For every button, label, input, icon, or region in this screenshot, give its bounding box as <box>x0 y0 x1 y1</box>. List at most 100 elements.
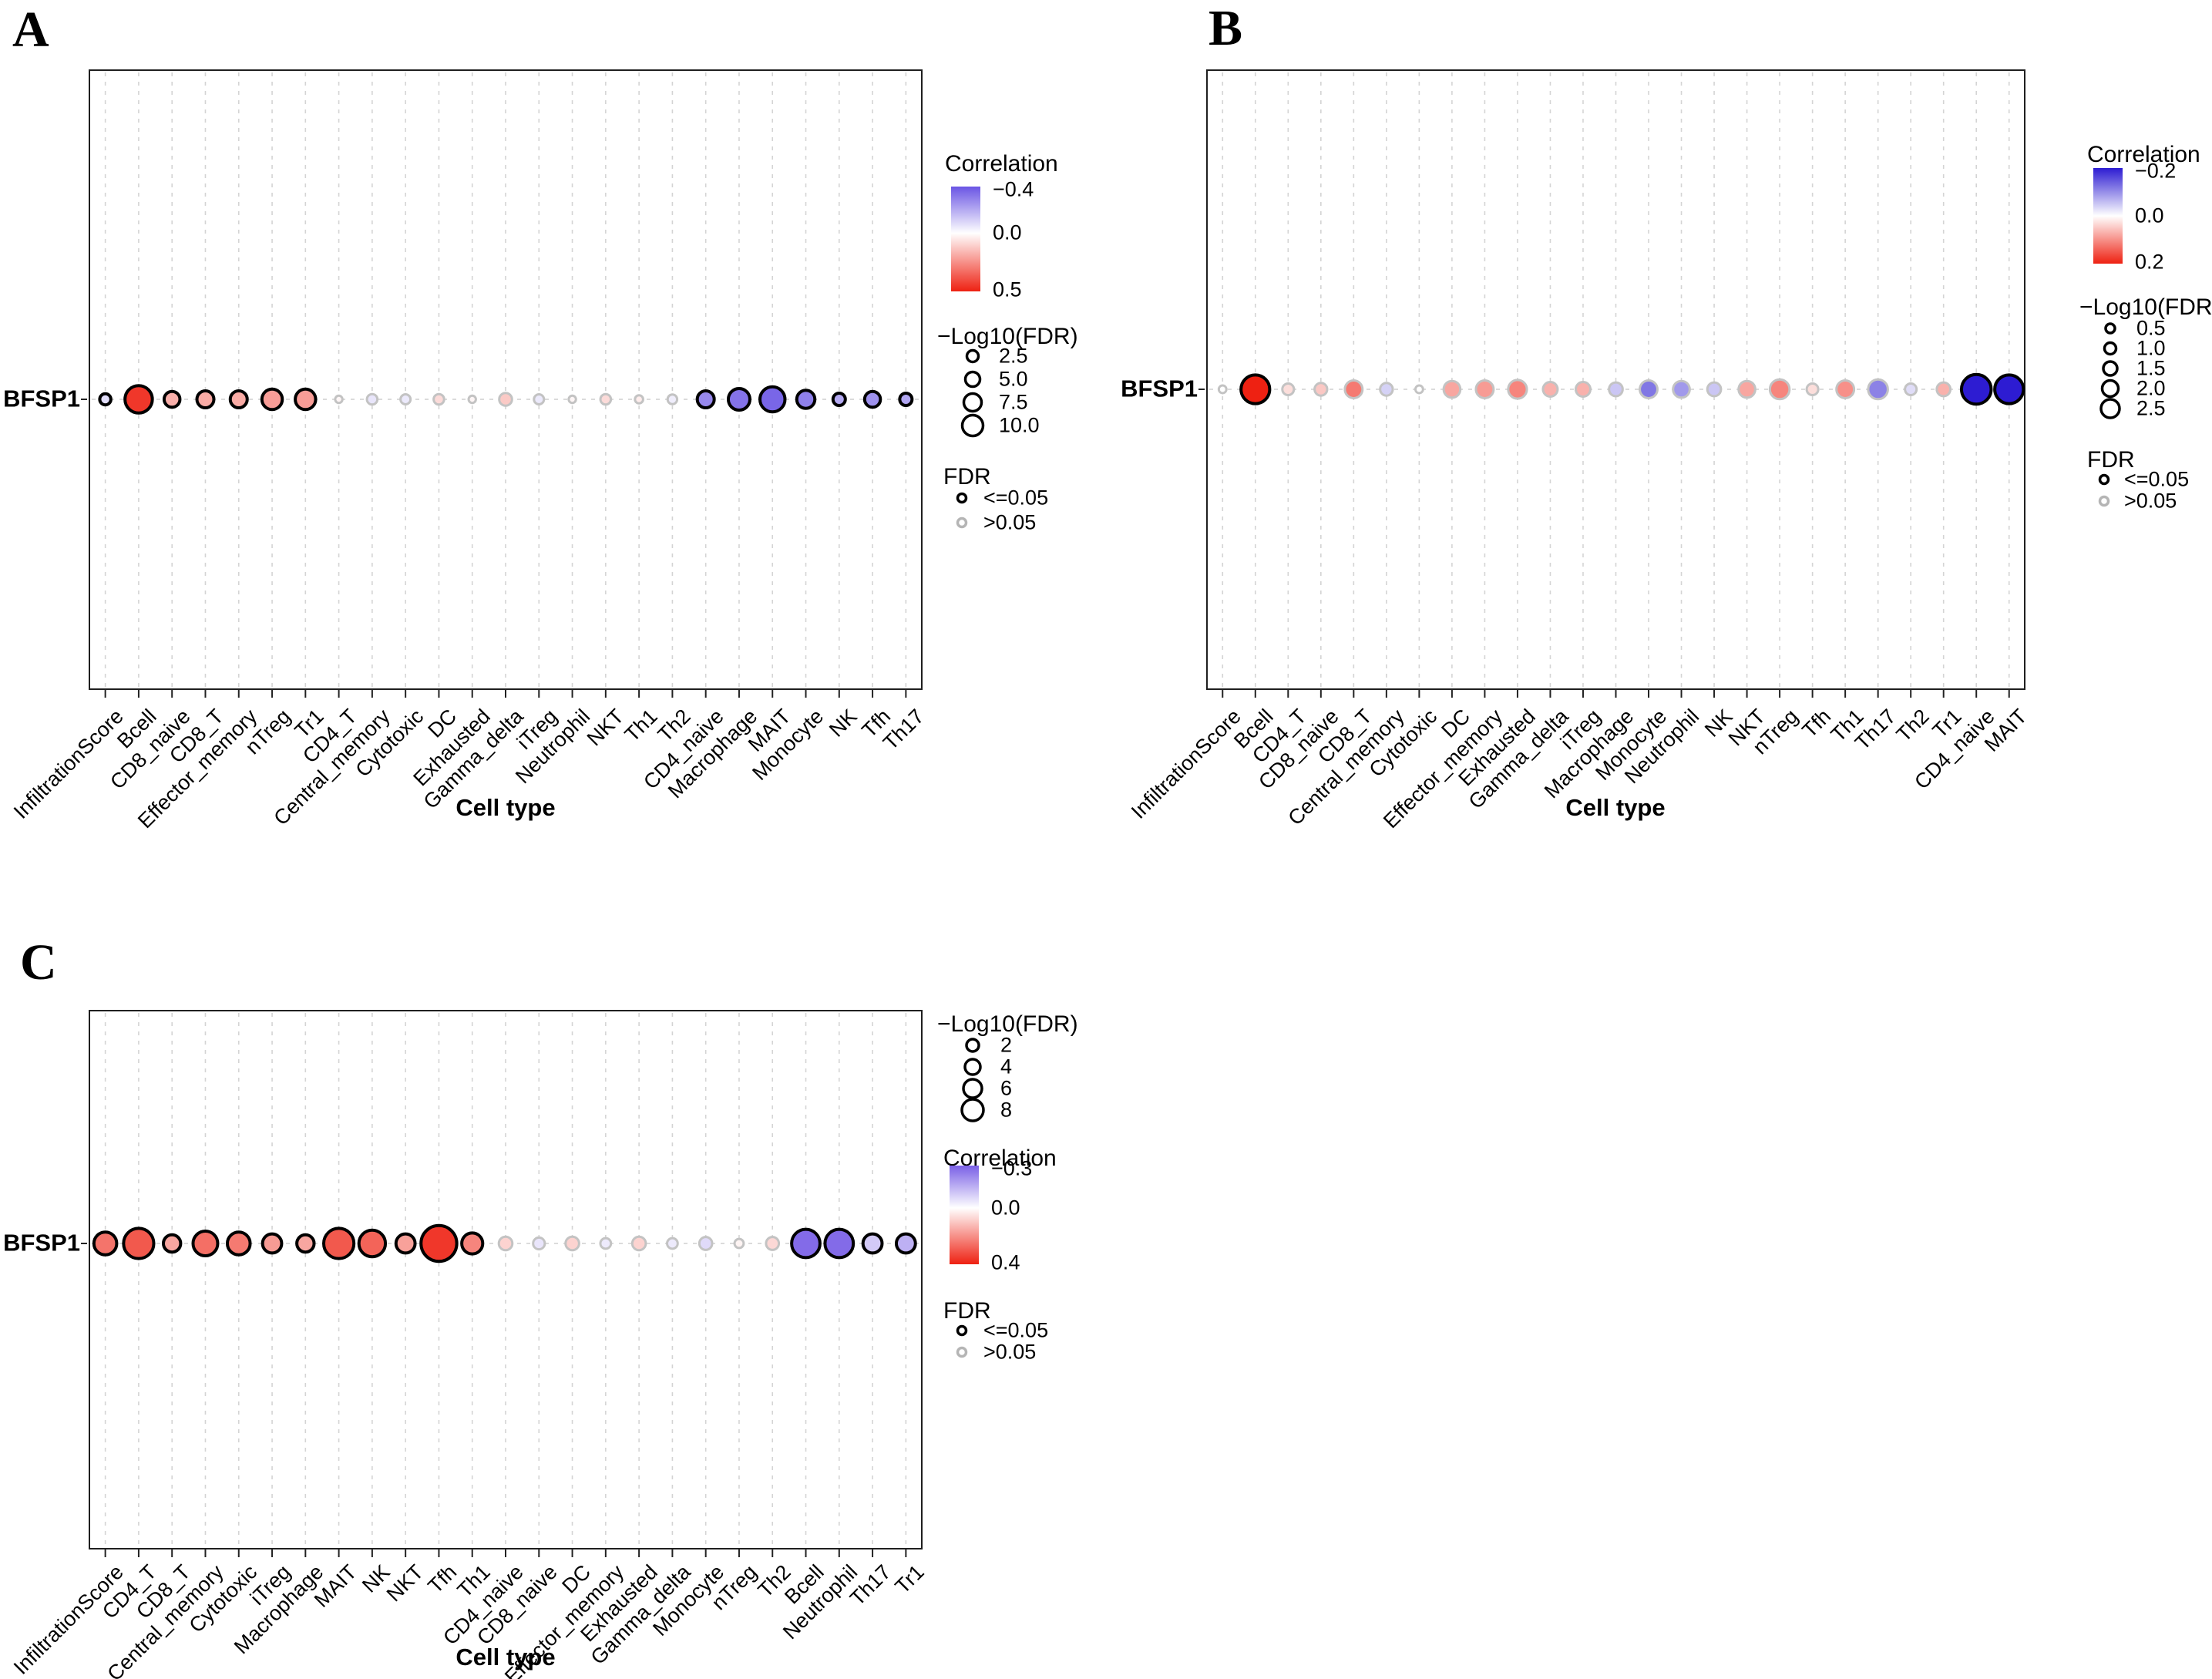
x-axis-label: NK <box>825 705 862 742</box>
size-circle <box>2102 360 2119 377</box>
dot-Th1 <box>634 394 644 405</box>
fdr-legend-value: <=0.05 <box>983 486 1049 510</box>
dot-Th2 <box>1904 382 1918 397</box>
dot-DC <box>432 392 445 406</box>
size-legend-circle <box>960 413 985 438</box>
dot-CD8_naive <box>532 1236 546 1251</box>
dot-nTreg <box>1768 378 1791 401</box>
fdr-nonsignificant-icon <box>956 1346 968 1358</box>
fdr-significant-icon <box>956 492 968 504</box>
dot-Th17 <box>861 1232 884 1255</box>
legend-correlation-title: Correlation <box>2087 142 2200 167</box>
dot-Neutrophil <box>1672 379 1691 399</box>
dot-NK <box>1706 381 1723 398</box>
size-circle <box>962 392 983 413</box>
dot-CD8_T <box>1343 379 1364 399</box>
dot-NK <box>357 1228 388 1259</box>
size-legend-value: 6 <box>1000 1076 1013 1100</box>
dot-iTreg <box>1574 381 1592 398</box>
dot-CD4_naive <box>1959 372 1993 406</box>
dot-Bcell <box>790 1227 822 1260</box>
size-circle <box>965 1038 980 1053</box>
size-legend-value: 0.5 <box>2136 316 2166 340</box>
dot-Cytotoxic <box>1414 384 1424 395</box>
dot-Tfh <box>862 389 882 409</box>
gradient-label-mid: 0.0 <box>2135 204 2164 227</box>
dot-plot <box>81 72 919 698</box>
correlation-gradient-bar <box>951 187 980 291</box>
dot-CD8_T <box>195 389 216 409</box>
dot-Exhausted <box>1507 379 1528 400</box>
dot-MAIT <box>1993 373 2025 405</box>
y-axis-gene-label: BFSP1 <box>3 1229 80 1257</box>
size-legend-circle <box>963 370 982 389</box>
dot-InfiltrationScore <box>98 392 113 407</box>
fdr-circle <box>2098 473 2110 486</box>
size-legend-circle <box>960 1098 985 1122</box>
panel-letter-c: C <box>20 934 57 991</box>
gradient-label-max: 0.5 <box>993 278 1022 301</box>
legend-size-title: −Log10(FDR) <box>2079 294 2212 320</box>
gradient-label-min: −0.4 <box>993 177 1034 201</box>
size-legend-value: 2 <box>1000 1033 1013 1057</box>
dot-Th1 <box>460 1231 485 1256</box>
dot-CD4_T <box>1281 382 1296 397</box>
fdr-legend-value: >0.05 <box>983 1340 1037 1364</box>
dot-CD8_naive <box>162 389 182 409</box>
size-legend-value: 2.0 <box>2136 376 2166 400</box>
x-axis-label: Tfh <box>423 1560 462 1598</box>
dot-NK <box>831 392 847 407</box>
dot-Neutrophil <box>567 394 577 405</box>
size-circle <box>963 370 982 389</box>
size-circle <box>962 1078 983 1099</box>
size-circle <box>2099 398 2121 419</box>
dot-Th17 <box>898 392 914 407</box>
gradient-label-mid: 0.0 <box>993 220 1022 244</box>
dot-Cytotoxic <box>225 1230 252 1257</box>
correlation-gradient-bar <box>950 1166 979 1264</box>
fdr-nonsignificant-icon <box>956 516 968 529</box>
x-axis-label: InfiltrationScore <box>1126 705 1246 823</box>
gradient-label-mid: 0.0 <box>991 1196 1020 1220</box>
gradient-label-min: −0.3 <box>991 1156 1033 1180</box>
size-legend-value: 7.5 <box>999 390 1028 414</box>
dot-Central_memory <box>365 392 379 406</box>
size-circle <box>960 1098 985 1122</box>
dot-Gamma_delta <box>498 392 513 407</box>
dot-InfiltrationScore <box>92 1230 119 1257</box>
gradient-label-min: −0.2 <box>2135 159 2177 183</box>
dot-Exhausted <box>467 394 477 405</box>
x-axis-title: Cell type <box>456 794 556 821</box>
legend-fdr-title: FDR <box>943 464 991 490</box>
dot-NKT <box>1737 379 1756 399</box>
x-axis-label: NKT <box>382 1560 429 1607</box>
dot-Bcell <box>1239 373 1272 405</box>
dot-Tr1 <box>894 1232 917 1255</box>
size-circle <box>963 1058 982 1076</box>
size-legend-circle <box>962 392 983 413</box>
dot-Tfh <box>419 1223 459 1263</box>
dot-DC <box>1442 379 1462 399</box>
dot-MAIT <box>758 385 787 414</box>
size-legend-circle <box>963 1058 982 1076</box>
size-legend-value: 5.0 <box>999 367 1028 391</box>
legend-correlation-title: Correlation <box>945 151 1058 177</box>
fdr-legend-value: >0.05 <box>983 510 1037 534</box>
x-axis-label: Tfh <box>1797 705 1835 742</box>
size-legend-value: 4 <box>1000 1055 1013 1078</box>
size-legend-value: 2.5 <box>2136 396 2166 420</box>
size-legend-circle <box>2100 379 2120 399</box>
panel-letter-a: A <box>12 2 49 58</box>
fdr-legend-value: <=0.05 <box>2124 467 2190 491</box>
dot-Central_memory <box>1379 382 1394 397</box>
dot-Effector_memory <box>1474 379 1495 399</box>
size-legend-value: 1.5 <box>2136 356 2166 380</box>
dot-Tfh <box>1805 382 1820 397</box>
dot-Gamma_delta <box>1541 381 1559 398</box>
fdr-circle <box>956 492 968 504</box>
size-legend-value: 8 <box>1000 1098 1013 1122</box>
dot-Macrophage <box>295 1233 316 1254</box>
dot-Tr1 <box>1935 381 1952 398</box>
y-axis-gene-label: BFSP1 <box>1121 375 1198 402</box>
